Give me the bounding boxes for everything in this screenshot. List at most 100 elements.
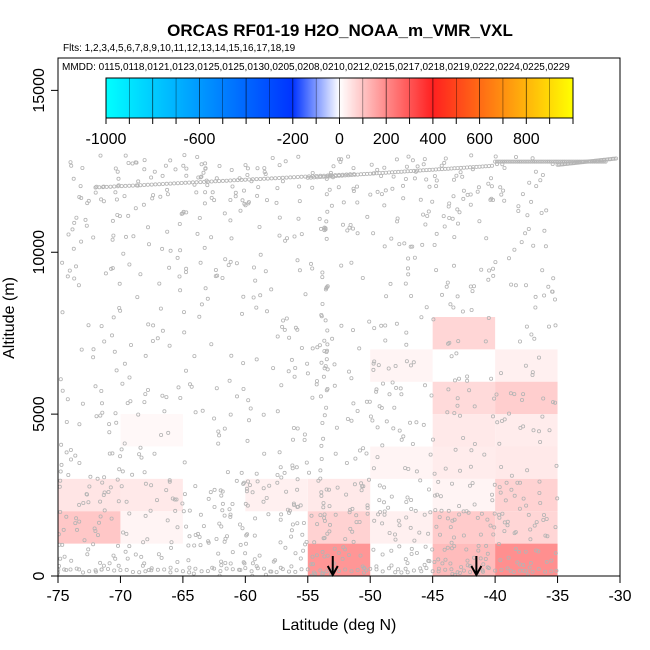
data-point xyxy=(262,451,267,456)
data-point xyxy=(397,428,402,433)
data-point xyxy=(178,248,183,253)
data-point xyxy=(472,404,477,409)
data-point xyxy=(184,266,189,271)
data-point xyxy=(192,543,197,548)
data-point xyxy=(123,153,128,158)
data-point xyxy=(72,220,77,225)
data-point xyxy=(168,545,173,550)
data-point xyxy=(284,175,289,180)
data-point xyxy=(400,183,405,188)
x-tick-label: -30 xyxy=(608,588,631,605)
data-point xyxy=(212,504,217,509)
data-point xyxy=(198,175,203,180)
data-point xyxy=(160,181,165,186)
data-point xyxy=(113,190,118,195)
data-point xyxy=(450,216,455,221)
data-point xyxy=(163,163,168,168)
data-point xyxy=(403,176,408,181)
data-point xyxy=(467,563,472,568)
data-point xyxy=(286,369,291,374)
data-point xyxy=(270,155,275,160)
data-point xyxy=(439,292,444,297)
data-point xyxy=(525,213,530,218)
data-point xyxy=(65,397,70,402)
data-point xyxy=(526,159,531,164)
data-point xyxy=(58,556,63,561)
chart-subtitle-dates: MMDD: 0115,0118,0121,0123,0125,0125,0130… xyxy=(62,62,570,73)
data-point xyxy=(187,534,192,539)
data-point xyxy=(452,517,457,522)
data-point xyxy=(220,178,225,183)
data-point xyxy=(99,388,104,393)
data-point xyxy=(235,178,240,183)
heatmap-cell-11 xyxy=(370,349,433,382)
data-point xyxy=(343,567,348,572)
data-point xyxy=(404,359,409,364)
data-point xyxy=(506,256,511,261)
data-point xyxy=(58,509,63,514)
data-point xyxy=(233,190,238,195)
data-point xyxy=(412,538,417,543)
data-point xyxy=(255,566,260,571)
data-point xyxy=(377,404,382,409)
data-point xyxy=(470,167,475,172)
data-point xyxy=(198,543,203,548)
data-point xyxy=(116,543,121,548)
data-point xyxy=(377,483,382,488)
data-point xyxy=(449,546,454,551)
data-point xyxy=(374,567,379,572)
data-point xyxy=(219,493,224,498)
data-point xyxy=(242,561,247,566)
data-point xyxy=(193,566,198,571)
data-point xyxy=(320,301,325,306)
data-point xyxy=(375,167,380,172)
data-point xyxy=(512,493,517,498)
data-point xyxy=(509,487,514,492)
data-point xyxy=(443,557,448,562)
data-point xyxy=(536,549,541,554)
data-point xyxy=(386,366,391,371)
data-point xyxy=(325,367,330,372)
data-point xyxy=(547,159,552,164)
data-point xyxy=(230,184,235,189)
data-point xyxy=(355,231,360,236)
data-point xyxy=(193,410,198,415)
data-point xyxy=(292,234,297,239)
data-point xyxy=(217,163,222,168)
data-point xyxy=(498,371,503,376)
data-point xyxy=(280,567,285,572)
data-point xyxy=(472,502,477,507)
data-point xyxy=(448,302,453,307)
data-point xyxy=(446,387,451,392)
data-point xyxy=(436,557,441,562)
data-point xyxy=(376,363,381,368)
data-point xyxy=(292,374,297,379)
data-point xyxy=(194,190,199,195)
data-point xyxy=(60,310,65,315)
data-point xyxy=(538,500,543,505)
data-point xyxy=(389,563,394,568)
y-tick-label: 15000 xyxy=(31,68,48,113)
data-point xyxy=(119,184,124,189)
data-point xyxy=(423,544,428,549)
data-point xyxy=(529,332,534,337)
data-point xyxy=(218,488,223,493)
data-point xyxy=(257,553,262,558)
data-point xyxy=(550,289,555,294)
data-point xyxy=(203,190,208,195)
data-point xyxy=(81,570,86,575)
data-point xyxy=(155,336,160,341)
data-point xyxy=(524,324,529,329)
data-point xyxy=(160,246,165,251)
data-point xyxy=(64,568,69,573)
data-point xyxy=(405,495,410,500)
data-point xyxy=(458,170,463,175)
data-point xyxy=(256,185,261,190)
data-point xyxy=(111,315,116,320)
data-point xyxy=(504,480,509,485)
data-point xyxy=(149,175,154,180)
data-point xyxy=(509,282,514,287)
data-point xyxy=(249,569,254,574)
data-point xyxy=(384,419,389,424)
data-point xyxy=(215,273,220,278)
